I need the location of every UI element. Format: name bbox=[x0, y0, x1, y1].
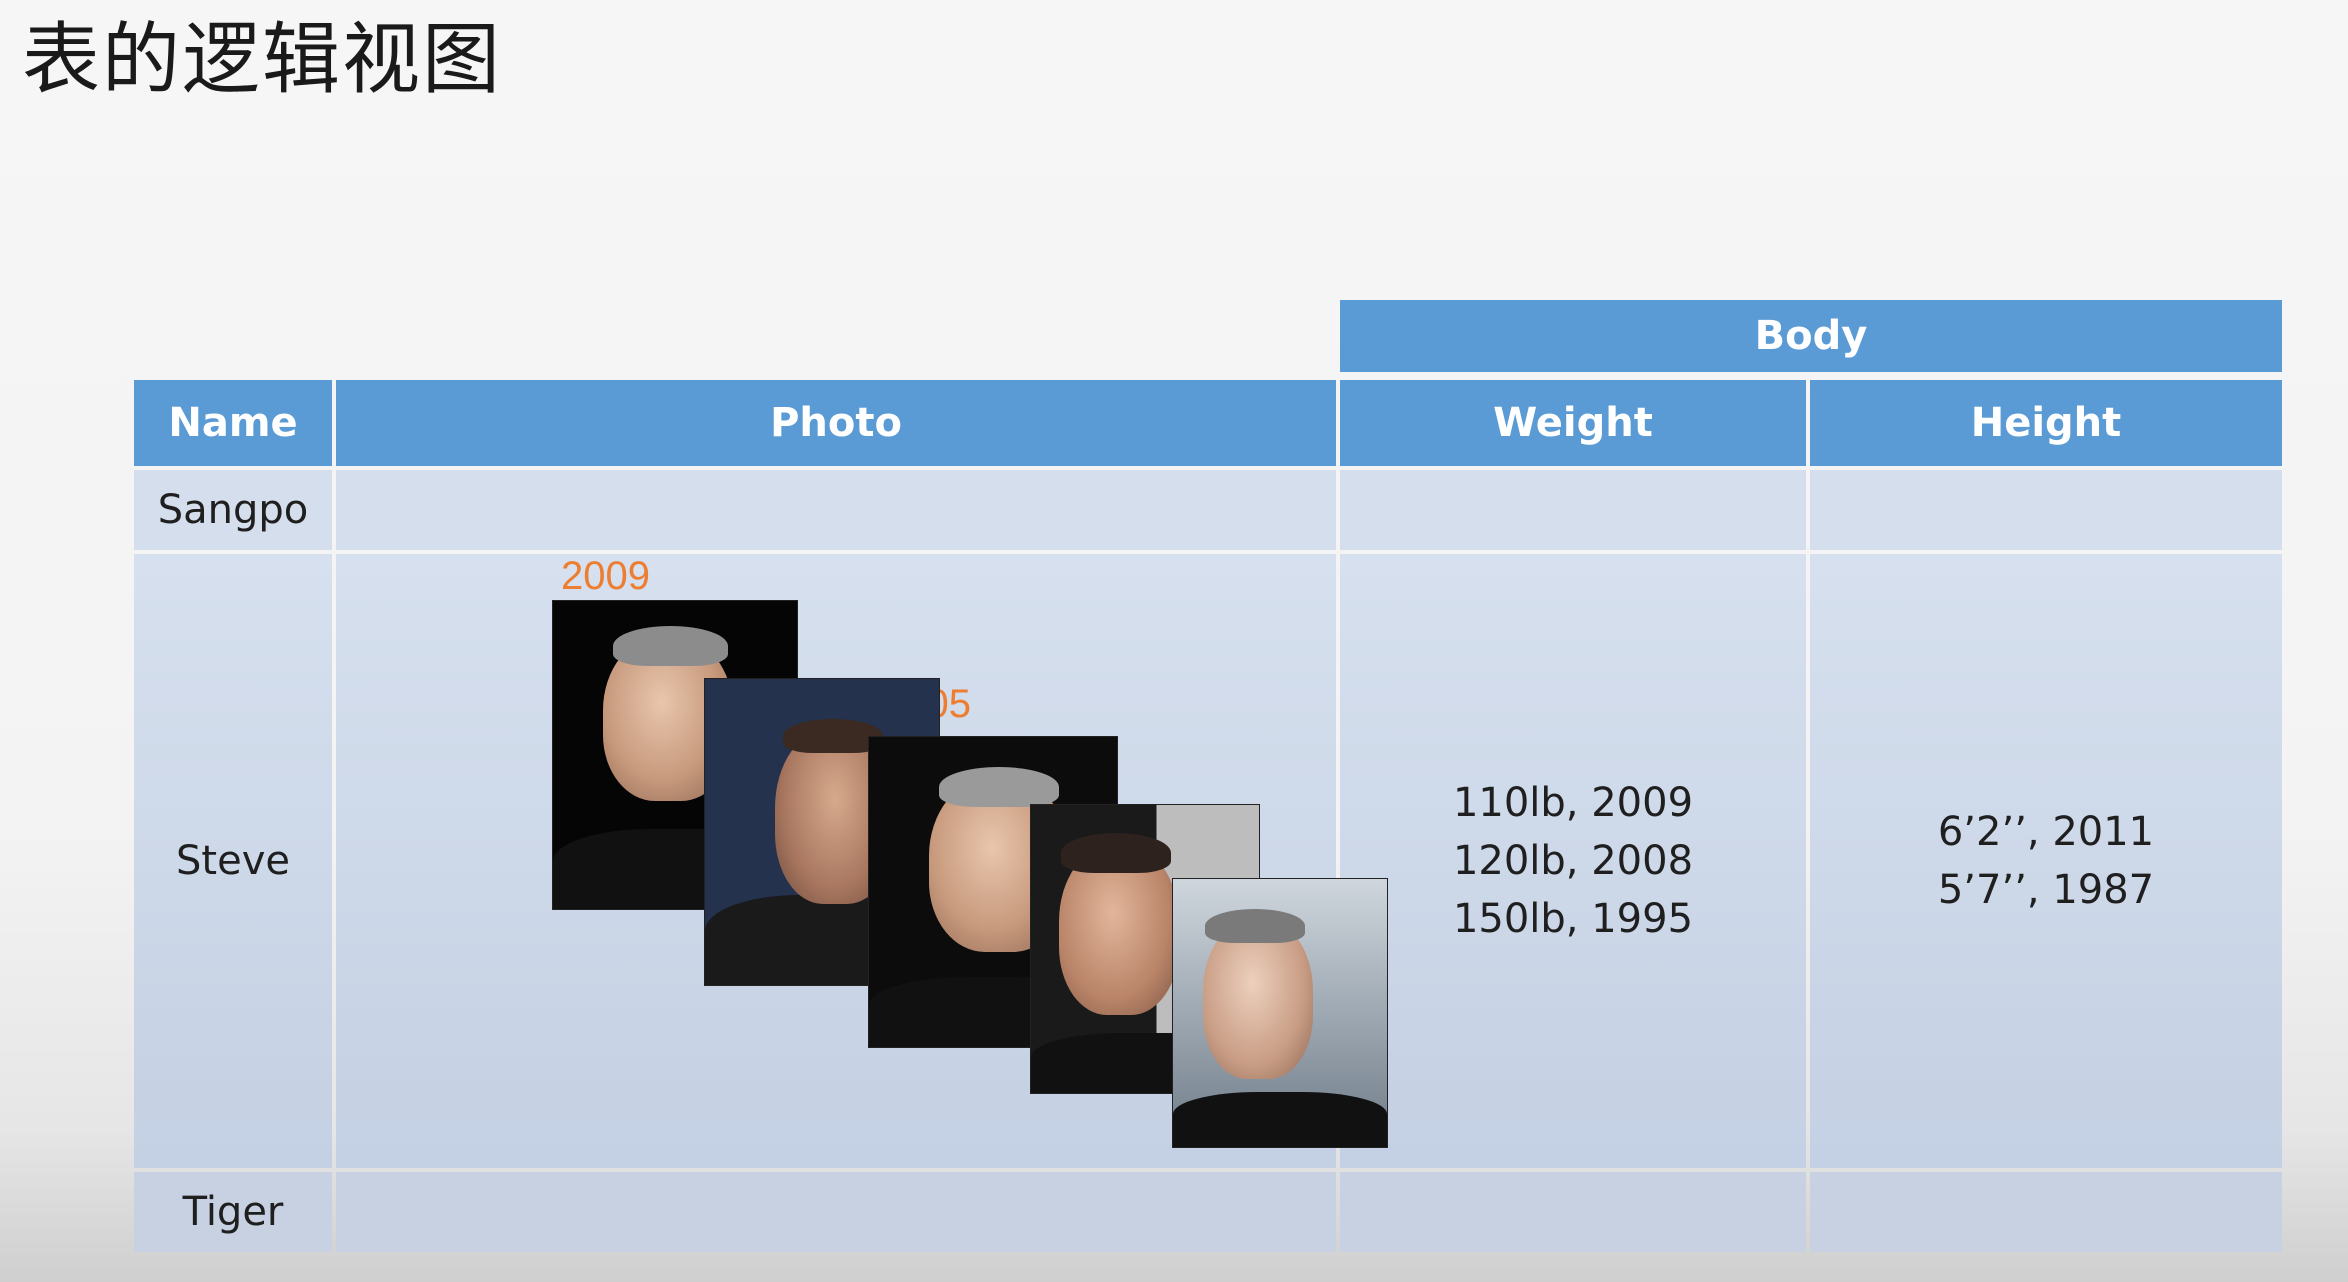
row-sangpo-weight bbox=[1340, 470, 1806, 550]
row-steve-name: Steve bbox=[134, 554, 332, 1168]
header-name: Name bbox=[134, 380, 332, 466]
row-sangpo-name: Sangpo bbox=[134, 470, 332, 550]
height-entry: 5’7’’, 1987 bbox=[1937, 867, 2155, 913]
row-tiger-weight bbox=[1340, 1172, 1806, 1252]
row-sangpo-photo bbox=[336, 470, 1336, 550]
slide-title: 表的逻辑视图 bbox=[22, 15, 503, 105]
photo-year-label: 2009 bbox=[561, 554, 650, 598]
row-tiger-height bbox=[1810, 1172, 2282, 1252]
row-tiger-name: Tiger bbox=[134, 1172, 332, 1252]
row-steve-photo: 2009 2006 2005 2003 2000 bbox=[336, 554, 1388, 1168]
weight-entry: 110lb, 2009 bbox=[1452, 780, 1694, 826]
header-body-group: Body bbox=[1340, 300, 2282, 372]
row-sangpo-height bbox=[1810, 470, 2282, 550]
row-steve-height: 6’2’’, 2011 5’7’’, 1987 bbox=[1810, 554, 2282, 1168]
header-photo: Photo bbox=[336, 380, 1336, 466]
portrait-photo bbox=[1172, 878, 1388, 1148]
height-entry: 6’2’’, 2011 bbox=[1937, 809, 2155, 855]
row-tiger-photo bbox=[336, 1172, 1336, 1252]
header-weight: Weight bbox=[1340, 380, 1806, 466]
weight-entry: 150lb, 1995 bbox=[1452, 896, 1694, 942]
logical-view-table: Body Name Photo Weight Height Sangpo Ste… bbox=[134, 300, 2282, 1255]
header-height: Height bbox=[1810, 380, 2282, 466]
weight-entry: 120lb, 2008 bbox=[1452, 838, 1694, 884]
portrait-photo bbox=[704, 678, 940, 986]
row-steve-weight: 110lb, 2009 120lb, 2008 150lb, 1995 bbox=[1340, 554, 1806, 1168]
